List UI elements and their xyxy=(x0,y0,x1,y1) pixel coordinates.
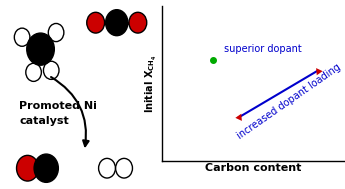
Circle shape xyxy=(14,28,30,46)
Text: catalyst: catalyst xyxy=(19,116,69,126)
Circle shape xyxy=(48,23,64,42)
Y-axis label: Initial X$_{\mathregular{CH_4}}$: Initial X$_{\mathregular{CH_4}}$ xyxy=(144,54,159,112)
Circle shape xyxy=(34,154,58,182)
Circle shape xyxy=(87,12,105,33)
Circle shape xyxy=(129,12,147,33)
X-axis label: Carbon content: Carbon content xyxy=(205,163,302,174)
Circle shape xyxy=(116,158,132,178)
Circle shape xyxy=(27,33,54,65)
Circle shape xyxy=(26,63,41,81)
Text: Promoted Ni: Promoted Ni xyxy=(19,101,97,111)
Text: increased dopant loading: increased dopant loading xyxy=(236,62,343,141)
Circle shape xyxy=(43,61,59,79)
Circle shape xyxy=(106,10,128,36)
Circle shape xyxy=(17,155,39,181)
Circle shape xyxy=(99,158,116,178)
Text: superior dopant: superior dopant xyxy=(224,44,302,54)
